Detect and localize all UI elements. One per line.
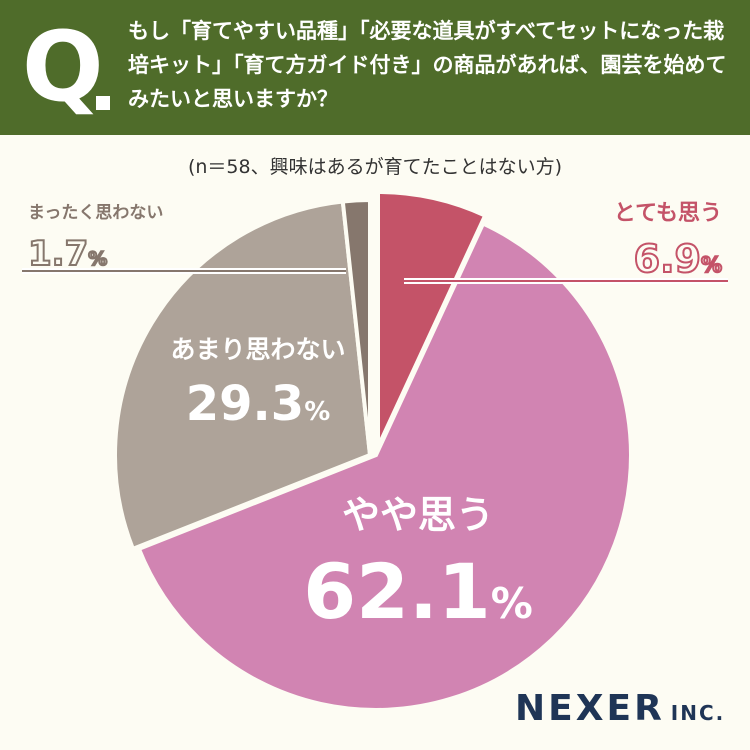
question-text: もし「育てやすい品種」「必要な道具がすべてセットになった栽培キット」「育て方ガイ…: [128, 19, 727, 111]
label-totemo: とても思う: [614, 201, 722, 226]
pie-slice-totemo: [376, 189, 488, 448]
q-dot: [96, 96, 110, 110]
sample-note: (n＝58、興味はあるが育てたことはない方): [187, 156, 563, 178]
brand-suffix: INC.: [670, 701, 726, 725]
brand-name: NEXER: [515, 688, 665, 729]
label-mattaku: まったく思わない: [28, 203, 163, 223]
pie-slice-amari: [113, 199, 373, 552]
pie-slice-mattaku: [340, 197, 372, 456]
label-amari: あまり思わない: [170, 335, 345, 364]
value-totemo: 6.9%: [634, 237, 722, 281]
brand-logo: NEXER INC.: [515, 688, 725, 729]
label-yaya: やや思う: [342, 493, 494, 537]
value-yaya: 62.1%: [303, 547, 533, 636]
pie-slice-yaya: [136, 220, 633, 712]
q-mark: Q: [22, 11, 104, 123]
question-header: Q もし「育てやすい品種」「必要な道具がすべてセットになった栽培キット」「育て方…: [0, 0, 750, 135]
value-amari: 29.3%: [186, 376, 331, 432]
